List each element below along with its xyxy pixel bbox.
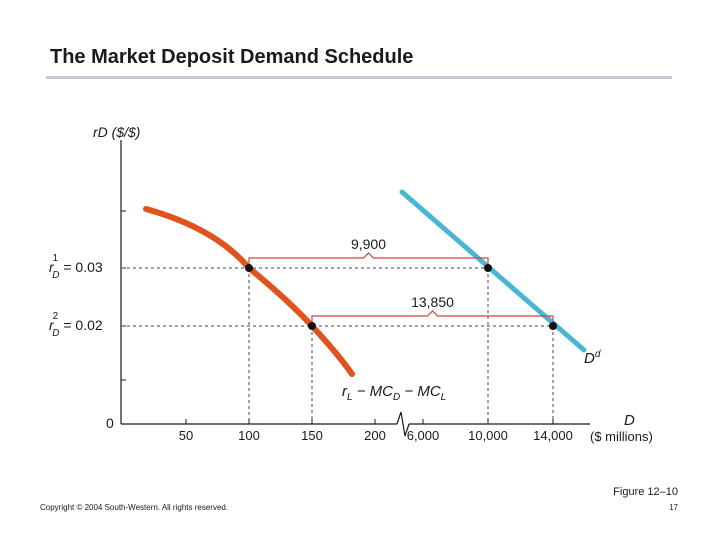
demand-curve-label: Dd bbox=[584, 349, 601, 367]
x-tick-label: 10,000 bbox=[468, 428, 508, 443]
x-tick-labels: 50 100 150 200 6,000 10,000 14,000 bbox=[179, 419, 573, 443]
title-underline bbox=[46, 76, 672, 79]
axes bbox=[120, 140, 590, 437]
x-tick-label: 100 bbox=[238, 428, 260, 443]
data-point bbox=[245, 264, 253, 272]
lending-curve-label: rL − MCD − MCL bbox=[342, 383, 446, 403]
figure-caption: Figure 12–10 bbox=[613, 486, 678, 498]
copyright: Copyright © 2004 South-Western. All righ… bbox=[40, 503, 229, 512]
x-tick-label: 6,000 bbox=[407, 428, 440, 443]
x-axis-units: ($ millions) bbox=[590, 429, 653, 444]
brackets: 9,900 13,850 bbox=[248, 236, 554, 324]
lending-curve bbox=[143, 206, 355, 377]
x-tick-label: 14,000 bbox=[533, 428, 573, 443]
y-tick-label: r1 D = 0.03 bbox=[49, 253, 103, 281]
curves bbox=[143, 189, 587, 377]
x-tick-label: 150 bbox=[301, 428, 323, 443]
bracket-label: 13,850 bbox=[411, 294, 454, 310]
data-point bbox=[308, 322, 316, 330]
bracket bbox=[248, 252, 489, 266]
y-tick-label: r2 D = 0.02 bbox=[49, 311, 103, 339]
page-number: 17 bbox=[669, 503, 678, 512]
bracket-label: 9,900 bbox=[351, 236, 386, 252]
x-axis-break bbox=[396, 411, 410, 437]
dashed-guides bbox=[121, 267, 554, 424]
y-origin-label: 0 bbox=[106, 415, 114, 431]
slide-title: The Market Deposit Demand Schedule bbox=[50, 46, 414, 68]
x-tick-label: 200 bbox=[364, 428, 386, 443]
x-axis-label: D bbox=[624, 412, 635, 429]
y-axis-label: rD ($/$) bbox=[93, 124, 140, 140]
bracket bbox=[311, 310, 554, 324]
equilibrium-points bbox=[245, 264, 557, 330]
x-tick-label: 50 bbox=[179, 428, 193, 443]
data-point bbox=[484, 264, 492, 272]
data-point bbox=[549, 322, 557, 330]
